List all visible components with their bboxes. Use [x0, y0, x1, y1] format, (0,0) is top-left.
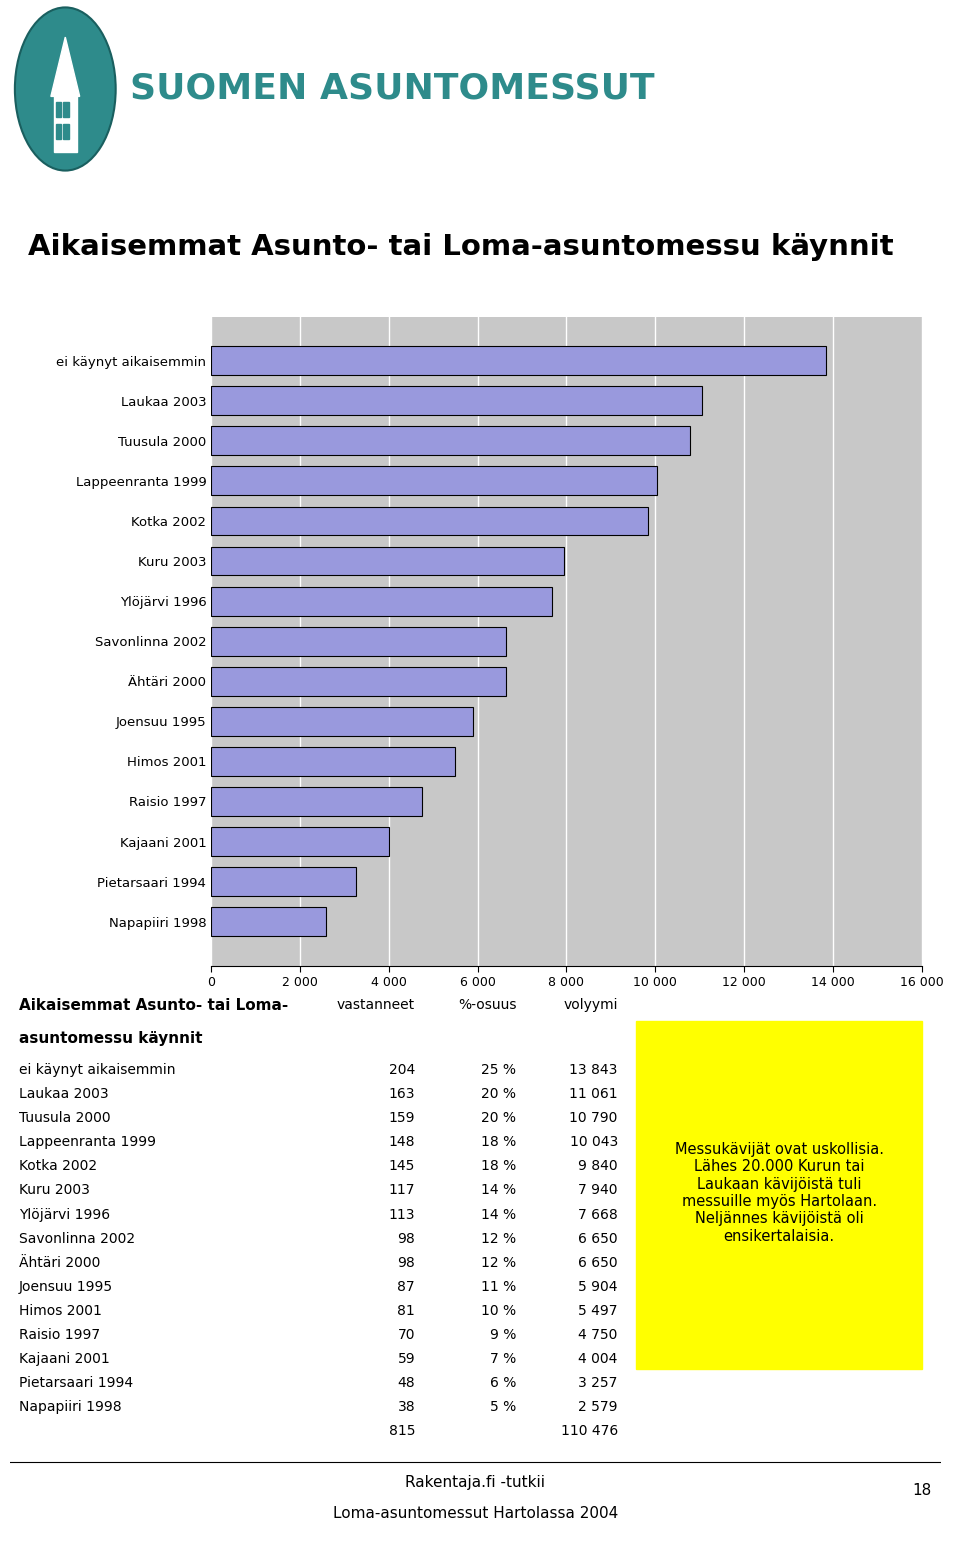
Text: 5 497: 5 497: [578, 1304, 618, 1318]
FancyBboxPatch shape: [63, 102, 69, 117]
Text: 113: 113: [389, 1208, 415, 1222]
Text: Kuru 2003: Kuru 2003: [19, 1183, 89, 1197]
Text: Savonlinna 2002: Savonlinna 2002: [19, 1231, 135, 1245]
Bar: [211, 827, 389, 856]
Text: SUOMEN ASUNTOMESSUT: SUOMEN ASUNTOMESSUT: [130, 73, 654, 107]
Text: 6 %: 6 %: [491, 1377, 516, 1390]
FancyBboxPatch shape: [54, 94, 77, 151]
Text: 18 %: 18 %: [481, 1159, 516, 1173]
Text: 9 840: 9 840: [578, 1159, 618, 1173]
Ellipse shape: [15, 8, 116, 170]
FancyBboxPatch shape: [63, 124, 69, 139]
Text: Himos 2001: Himos 2001: [19, 1304, 102, 1318]
Text: 6 650: 6 650: [578, 1256, 618, 1270]
Text: Ylöjärvi 1996: Ylöjärvi 1996: [19, 1208, 110, 1222]
Text: Pietarsaari 1994: Pietarsaari 1994: [19, 1377, 132, 1390]
FancyBboxPatch shape: [56, 124, 61, 139]
Text: 20 %: 20 %: [482, 1088, 516, 1102]
Text: 12 %: 12 %: [481, 1256, 516, 1270]
Text: 81: 81: [397, 1304, 415, 1318]
Text: 14 %: 14 %: [481, 1183, 516, 1197]
Text: volyymi: volyymi: [564, 998, 618, 1012]
Bar: [211, 627, 507, 655]
Text: 4 750: 4 750: [579, 1329, 618, 1343]
Text: 13 843: 13 843: [569, 1063, 618, 1077]
Bar: [211, 667, 507, 695]
Text: 4 004: 4 004: [579, 1352, 618, 1366]
Text: 98: 98: [397, 1256, 415, 1270]
Text: 163: 163: [389, 1088, 415, 1102]
Text: 204: 204: [389, 1063, 415, 1077]
Bar: [211, 547, 564, 575]
Text: Kajaani 2001: Kajaani 2001: [19, 1352, 109, 1366]
Text: 25 %: 25 %: [482, 1063, 516, 1077]
Text: Kotka 2002: Kotka 2002: [19, 1159, 97, 1173]
Text: 59: 59: [397, 1352, 415, 1366]
Text: Lappeenranta 1999: Lappeenranta 1999: [19, 1136, 156, 1149]
Text: 10 043: 10 043: [569, 1136, 618, 1149]
Text: 12 %: 12 %: [481, 1231, 516, 1245]
Text: Aikaisemmat Asunto- tai Loma-: Aikaisemmat Asunto- tai Loma-: [19, 998, 288, 1014]
Text: 9 %: 9 %: [491, 1329, 516, 1343]
Bar: [211, 346, 826, 375]
Text: Rakentaja.fi -tutkii: Rakentaja.fi -tutkii: [405, 1475, 545, 1491]
Bar: [211, 907, 325, 936]
Text: 98: 98: [397, 1231, 415, 1245]
Text: 10 790: 10 790: [569, 1111, 618, 1125]
Text: 7 %: 7 %: [491, 1352, 516, 1366]
Text: Raisio 1997: Raisio 1997: [19, 1329, 100, 1343]
Text: 110 476: 110 476: [561, 1424, 618, 1438]
Bar: [211, 386, 703, 416]
Text: 20 %: 20 %: [482, 1111, 516, 1125]
Text: %-osuus: %-osuus: [458, 998, 516, 1012]
Text: 70: 70: [397, 1329, 415, 1343]
Text: 38: 38: [397, 1400, 415, 1414]
Text: Aikaisemmat Asunto- tai Loma-asuntomessu käynnit: Aikaisemmat Asunto- tai Loma-asuntomessu…: [29, 233, 894, 261]
Bar: [211, 426, 690, 456]
Text: Loma-asuntomessut Hartolassa 2004: Loma-asuntomessut Hartolassa 2004: [332, 1506, 618, 1522]
Text: 6 650: 6 650: [578, 1231, 618, 1245]
Text: 7 668: 7 668: [578, 1208, 618, 1222]
Bar: [211, 786, 422, 816]
Bar: [211, 467, 657, 496]
Text: 18: 18: [912, 1483, 931, 1499]
Text: 11 %: 11 %: [481, 1279, 516, 1293]
Text: Messukävijät ovat uskollisia.
Lähes 20.000 Kurun tai
Laukaan kävijöistä tuli
mes: Messukävijät ovat uskollisia. Lähes 20.0…: [675, 1142, 883, 1244]
Text: 5 904: 5 904: [578, 1279, 618, 1293]
Text: Tuusula 2000: Tuusula 2000: [19, 1111, 110, 1125]
Text: 117: 117: [389, 1183, 415, 1197]
Text: Laukaa 2003: Laukaa 2003: [19, 1088, 108, 1102]
FancyBboxPatch shape: [56, 102, 61, 117]
Text: 815: 815: [389, 1424, 415, 1438]
Text: 5 %: 5 %: [491, 1400, 516, 1414]
Text: 145: 145: [389, 1159, 415, 1173]
Text: Ähtäri 2000: Ähtäri 2000: [19, 1256, 100, 1270]
Text: 159: 159: [389, 1111, 415, 1125]
Text: 3 257: 3 257: [579, 1377, 618, 1390]
Text: 87: 87: [397, 1279, 415, 1293]
Text: 14 %: 14 %: [481, 1208, 516, 1222]
Text: ei käynyt aikaisemmin: ei käynyt aikaisemmin: [19, 1063, 176, 1077]
Polygon shape: [51, 37, 80, 96]
Text: vastanneet: vastanneet: [337, 998, 415, 1012]
Text: asuntomessu käynnit: asuntomessu käynnit: [19, 1031, 203, 1046]
Bar: [211, 587, 552, 615]
Text: 11 061: 11 061: [569, 1088, 618, 1102]
Text: 18 %: 18 %: [481, 1136, 516, 1149]
FancyBboxPatch shape: [636, 1021, 922, 1369]
Bar: [211, 507, 648, 536]
Text: Napapiiri 1998: Napapiiri 1998: [19, 1400, 122, 1414]
Bar: [211, 867, 356, 896]
Bar: [211, 746, 455, 776]
Text: Joensuu 1995: Joensuu 1995: [19, 1279, 113, 1293]
Text: 7 940: 7 940: [578, 1183, 618, 1197]
Bar: [211, 708, 473, 735]
Text: 48: 48: [397, 1377, 415, 1390]
Text: 2 579: 2 579: [578, 1400, 618, 1414]
Text: 10 %: 10 %: [481, 1304, 516, 1318]
Text: 148: 148: [389, 1136, 415, 1149]
